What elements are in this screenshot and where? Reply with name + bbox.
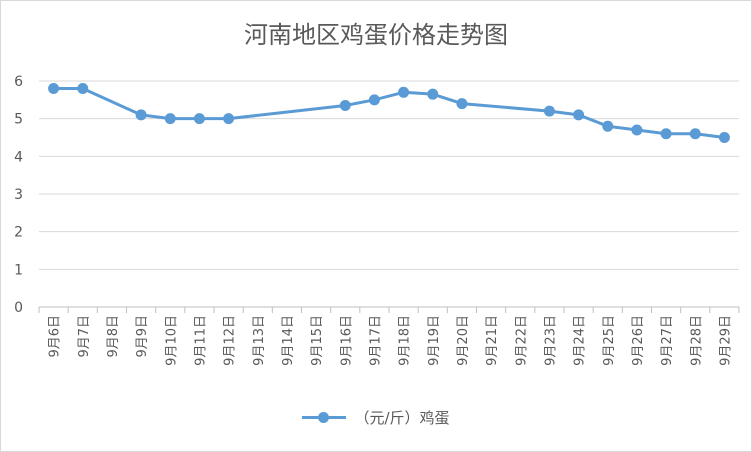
x-tick-label: 9月22日: [514, 315, 529, 366]
data-point: [339, 99, 351, 111]
x-tick-label: 9月17日: [368, 315, 383, 366]
x-tick-label: 9月7日: [77, 315, 92, 358]
y-tick-label: 4: [14, 149, 23, 165]
x-tick-label: 9月9日: [135, 315, 150, 358]
x-tick-label: 9月10日: [164, 315, 179, 366]
data-point: [77, 83, 89, 95]
x-tick-label: 9月19日: [427, 315, 442, 366]
legend-dot: [318, 411, 330, 423]
data-point: [135, 109, 147, 121]
x-tick-label: 9月14日: [281, 315, 296, 366]
data-point: [689, 128, 701, 140]
x-tick-label: 9月28日: [689, 315, 704, 366]
data-point: [193, 113, 205, 125]
data-point: [543, 105, 555, 117]
data-point: [718, 132, 730, 143]
data-point: [223, 113, 235, 125]
y-tick-label: 1: [14, 262, 23, 278]
data-point: [660, 128, 672, 140]
data-point: [164, 113, 176, 125]
x-tick-label: 9月11日: [193, 315, 208, 366]
y-tick-label: 0: [14, 300, 23, 316]
legend-marker: [302, 411, 347, 425]
x-tick-label: 9月8日: [106, 315, 121, 358]
x-tick-label: 9月6日: [48, 315, 63, 358]
data-point: [48, 83, 60, 95]
x-tick-label: 9月29日: [718, 315, 733, 366]
x-tick-label: 9月27日: [660, 315, 675, 366]
x-tick-label: 9月16日: [339, 315, 354, 366]
x-tick-label: 9月21日: [485, 315, 500, 366]
x-tick-label: 9月23日: [543, 315, 558, 366]
y-tick-label: 3: [14, 187, 23, 203]
x-tick-label: 9月15日: [310, 315, 325, 366]
data-point: [456, 98, 468, 110]
y-tick-label: 2: [14, 225, 23, 241]
data-point: [602, 120, 614, 132]
y-tick-label: 5: [14, 112, 23, 128]
data-point: [368, 94, 380, 106]
x-tick-label: 9月24日: [573, 315, 588, 366]
series-line: [52, 87, 726, 139]
data-point: [398, 86, 410, 98]
legend: （元/斤）鸡蛋: [1, 407, 751, 428]
x-tick-label: 9月26日: [631, 315, 646, 366]
chart-title: 河南地区鸡蛋价格走势图: [244, 21, 508, 49]
x-tick-label: 9月20日: [456, 315, 471, 366]
x-tick-label: 9月13日: [252, 315, 267, 366]
x-tick-label: 9月18日: [398, 315, 413, 366]
data-point: [573, 109, 585, 121]
y-tick-label: 6: [14, 74, 23, 90]
x-tick-label: 9月12日: [223, 315, 238, 366]
data-point: [631, 124, 643, 136]
x-tick-label: 9月25日: [602, 315, 617, 366]
legend-label: （元/斤）鸡蛋: [354, 409, 450, 427]
data-point: [427, 88, 439, 100]
